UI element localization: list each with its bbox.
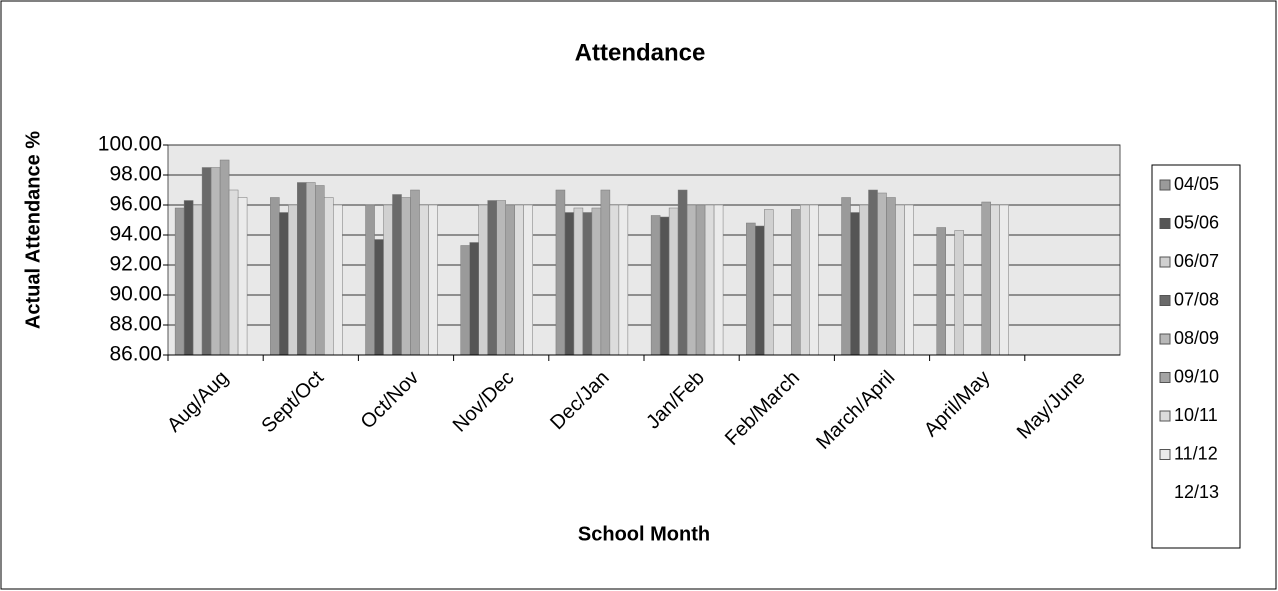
bar [410, 189, 420, 356]
bar [460, 245, 470, 356]
bar [201, 167, 212, 356]
bar [469, 242, 479, 356]
legend-swatch [1159, 256, 1171, 268]
bar [841, 197, 851, 356]
legend-label: 11/12 [1174, 443, 1218, 463]
bar [324, 197, 334, 356]
bar [419, 204, 429, 356]
bar [990, 204, 1000, 356]
bar [288, 204, 298, 356]
bar [668, 207, 679, 356]
bar [279, 212, 289, 356]
bar [333, 204, 343, 356]
bar [228, 189, 239, 356]
bar [573, 207, 584, 356]
bar [809, 204, 819, 356]
chart-title: Attendance [575, 39, 706, 66]
legend-label: 09/10 [1174, 366, 1219, 386]
bar [650, 215, 661, 356]
bar [582, 212, 593, 356]
legend-label: 10/11 [1174, 405, 1218, 425]
bar [764, 209, 774, 356]
bar [192, 204, 203, 356]
bar [800, 204, 810, 356]
bar [618, 204, 629, 356]
bar [514, 204, 524, 356]
bar [428, 204, 438, 356]
bar [981, 201, 991, 356]
legend-label: 04/05 [1174, 174, 1219, 194]
bar [686, 204, 697, 356]
bar [315, 185, 325, 356]
bar [505, 204, 515, 356]
bar [877, 192, 887, 356]
y-tick-label: 90.00 [109, 283, 162, 306]
bar [895, 204, 905, 356]
bar [270, 197, 280, 356]
bar [886, 197, 896, 356]
bar [478, 204, 488, 356]
legend-label: 06/07 [1174, 251, 1219, 271]
legend-label: 07/08 [1174, 289, 1219, 309]
bar [523, 204, 533, 356]
bar [219, 159, 230, 356]
bar [306, 182, 316, 356]
bar [695, 204, 706, 356]
bar [564, 212, 575, 356]
bar [868, 189, 878, 356]
legend-swatch [1159, 372, 1171, 383]
y-tick-label: 92.00 [109, 253, 162, 276]
y-tick-label: 96.00 [109, 193, 162, 216]
bar [659, 216, 670, 356]
bar [365, 204, 375, 356]
y-tick-label: 88.00 [109, 313, 162, 336]
bar [401, 197, 411, 356]
legend-swatch [1159, 179, 1171, 191]
bar [859, 204, 869, 356]
y-tick-label: 100.00 [98, 133, 162, 156]
legend-swatch [1159, 218, 1171, 229]
bar [609, 204, 620, 356]
bar [591, 207, 602, 356]
legend-swatch [1159, 449, 1171, 460]
bar [496, 200, 506, 356]
bar [791, 209, 801, 356]
bar [487, 200, 497, 356]
bar [746, 222, 756, 356]
bar [392, 194, 402, 356]
x-axis-label: School Month [578, 523, 710, 545]
bar [936, 227, 946, 356]
bar [704, 204, 715, 356]
bar [850, 212, 860, 356]
bar [210, 167, 221, 356]
bar [755, 225, 765, 356]
legend-label: 05/06 [1174, 212, 1219, 232]
bar [297, 182, 307, 356]
bar [904, 204, 914, 356]
y-tick-label: 94.00 [109, 223, 162, 246]
bar [374, 239, 384, 356]
bar [713, 204, 724, 356]
legend-swatch [1159, 410, 1171, 422]
bar [954, 230, 964, 356]
legend-label: 08/09 [1174, 328, 1219, 348]
y-axis-label: Actual Attendance % [22, 131, 44, 329]
bar [237, 197, 248, 356]
bar [600, 189, 611, 356]
bar [174, 207, 185, 356]
bar [383, 204, 393, 356]
bar [677, 189, 688, 356]
legend-swatch [1160, 488, 1170, 498]
bar [999, 204, 1009, 356]
legend-swatch [1159, 333, 1171, 345]
y-tick-label: 86.00 [109, 343, 162, 366]
bar [183, 200, 194, 356]
bar [555, 189, 566, 356]
y-tick-label: 98.00 [109, 163, 162, 186]
legend-swatch [1159, 295, 1171, 306]
legend-label: 12/13 [1174, 482, 1219, 502]
